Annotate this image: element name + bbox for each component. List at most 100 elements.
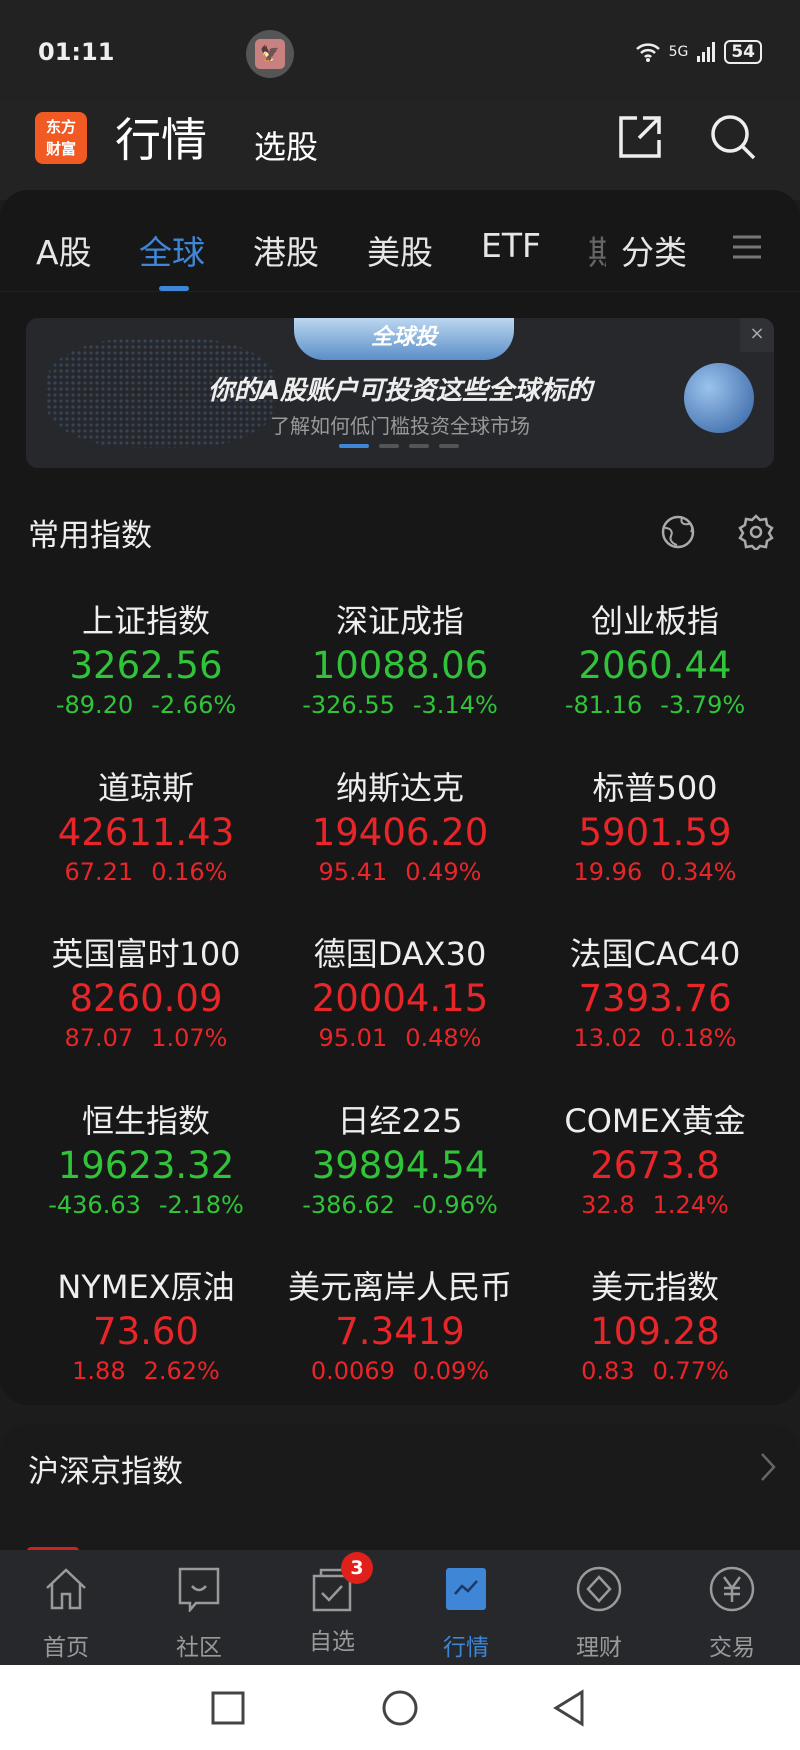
market-icon (446, 1568, 486, 1610)
index-change: 13.02 (573, 1024, 643, 1052)
tab-etf[interactable]: ETF (481, 226, 541, 265)
back-button[interactable] (552, 1689, 586, 1727)
globe-graphic (684, 363, 754, 433)
tab-futures[interactable]: 期 (588, 233, 606, 272)
index-value: 3262.56 (69, 644, 223, 687)
nav-market[interactable]: 行情 (416, 1566, 516, 1662)
search-icon[interactable] (708, 112, 758, 162)
bottom-nav: 首页 社区 3 自选 行情 理财 交易 (0, 1550, 800, 1665)
stock-picker-link[interactable]: 选股 (254, 128, 319, 166)
tab-hk[interactable]: 港股 (253, 233, 319, 272)
index-name: 标普500 (592, 769, 718, 807)
index-change-pct: 0.48% (405, 1024, 482, 1052)
index-name: COMEX黄金 (564, 1102, 746, 1140)
index-change: 67.21 (64, 858, 134, 886)
nav-watchlist[interactable]: 3 自选 (282, 1552, 382, 1656)
tab-global[interactable]: 全球 (139, 233, 205, 272)
index-change: 87.07 (64, 1024, 134, 1052)
watchlist-badge: 3 (341, 1552, 373, 1584)
index-name: 美元指数 (590, 1268, 719, 1306)
nav-trade[interactable]: 交易 (682, 1566, 782, 1662)
tab-category[interactable]: 分类 (621, 233, 687, 272)
index-change: 0.83 (581, 1357, 635, 1385)
page-title: 行情 (115, 113, 207, 167)
index-change-pct: 0.34% (660, 858, 737, 886)
index-change-pct: -2.18% (158, 1191, 244, 1219)
index-value: 7393.76 (578, 977, 732, 1020)
index-name: 日经225 (337, 1102, 463, 1140)
index-value: 73.60 (93, 1310, 199, 1353)
index-cell[interactable]: 美元离岸人民币 7.3419 0.0069 0.09% (270, 1262, 530, 1385)
banner-close-button[interactable]: × (740, 318, 774, 352)
index-change-pct: -3.14% (412, 691, 498, 719)
chevron-right-icon[interactable] (760, 1452, 776, 1482)
nav-wealth[interactable]: 理财 (549, 1566, 649, 1662)
wealth-icon (576, 1566, 622, 1612)
system-nav-bar (0, 1665, 800, 1750)
nav-label: 社区 (176, 1635, 222, 1661)
index-cell[interactable]: 上证指数 3262.56 -89.20 -2.66% (16, 596, 276, 719)
banner-badge: 全球投 (294, 318, 514, 360)
clock: 01:11 (38, 38, 115, 66)
index-change-pct: 1.24% (652, 1191, 729, 1219)
globe-toggle-icon[interactable] (660, 514, 696, 550)
index-cell[interactable]: 日经225 39894.54 -386.62 -0.96% (270, 1096, 530, 1219)
index-cell[interactable]: 德国DAX30 20004.15 95.01 0.48% (270, 929, 530, 1052)
share-icon[interactable] (615, 112, 665, 162)
index-value: 19623.32 (57, 1144, 235, 1187)
index-change-pct: 0.49% (405, 858, 482, 886)
index-name: 深证成指 (335, 602, 464, 640)
carousel-dots[interactable] (339, 444, 459, 448)
index-name: 法国CAC40 (569, 935, 741, 973)
index-name: 德国DAX30 (313, 935, 487, 973)
nav-community[interactable]: 社区 (149, 1566, 249, 1662)
index-cell[interactable]: 道琼斯 42611.43 67.21 0.16% (16, 763, 276, 886)
tab-a-shares[interactable]: A股 (36, 233, 92, 272)
nav-label: 首页 (43, 1635, 89, 1661)
index-change: -89.20 (55, 691, 134, 719)
promo-banner[interactable]: 全球投 你的A股账户可投资这些全球标的 了解如何低门槛投资全球市场 × (26, 318, 774, 468)
index-cell[interactable]: 纳斯达克 19406.20 95.41 0.49% (270, 763, 530, 886)
notification-app-icon: 🦅 (246, 30, 294, 78)
index-cell[interactable]: 创业板指 2060.44 -81.16 -3.79% (525, 596, 785, 719)
index-change: -326.55 (302, 691, 395, 719)
index-change: 32.8 (581, 1191, 635, 1219)
index-change-pct: 2.62% (143, 1357, 220, 1385)
banner-headline: 你的A股账户可投资这些全球标的 (207, 376, 593, 406)
index-value: 109.28 (590, 1310, 720, 1353)
status-bar: 01:11 🦅 5G 54 (0, 0, 800, 100)
nav-home[interactable]: 首页 (16, 1566, 116, 1662)
index-name: 上证指数 (81, 602, 210, 640)
battery-icon: 54 (724, 40, 762, 64)
index-value: 20004.15 (311, 977, 489, 1020)
recents-button[interactable] (211, 1691, 245, 1725)
index-cell[interactable]: COMEX黄金 2673.8 32.8 1.24% (525, 1096, 785, 1219)
index-cell[interactable]: 美元指数 109.28 0.83 0.77% (525, 1262, 785, 1385)
tab-us[interactable]: 美股 (367, 233, 433, 272)
index-change: -436.63 (48, 1191, 141, 1219)
index-name: 美元离岸人民币 (287, 1268, 512, 1306)
index-value: 19406.20 (311, 811, 489, 854)
index-cell[interactable]: 英国富时100 8260.09 87.07 1.07% (16, 929, 276, 1052)
index-value: 10088.06 (311, 644, 489, 687)
index-name: 创业板指 (590, 602, 719, 640)
home-button[interactable] (381, 1689, 419, 1727)
index-change-pct: 0.16% (151, 858, 228, 886)
index-cell[interactable]: 标普500 5901.59 19.96 0.34% (525, 763, 785, 886)
index-change: 95.41 (318, 858, 388, 886)
settings-icon[interactable] (738, 514, 774, 550)
index-cell[interactable]: NYMEX原油 73.60 1.88 2.62% (16, 1262, 276, 1385)
index-cell[interactable]: 深证成指 10088.06 -326.55 -3.14% (270, 596, 530, 719)
section-title-hsj-indices[interactable]: 沪深京指数 (28, 1454, 183, 1490)
index-change-pct: -2.66% (151, 691, 237, 719)
index-cell[interactable]: 恒生指数 19623.32 -436.63 -2.18% (16, 1096, 276, 1219)
menu-icon[interactable] (733, 234, 761, 260)
index-name: 道琼斯 (97, 769, 194, 807)
index-value: 39894.54 (311, 1144, 489, 1187)
index-value: 8260.09 (69, 977, 223, 1020)
community-icon (178, 1567, 220, 1614)
index-change: 0.0069 (310, 1357, 395, 1385)
index-change: 1.88 (72, 1357, 126, 1385)
index-cell[interactable]: 法国CAC40 7393.76 13.02 0.18% (525, 929, 785, 1052)
index-name: 恒生指数 (81, 1102, 210, 1140)
